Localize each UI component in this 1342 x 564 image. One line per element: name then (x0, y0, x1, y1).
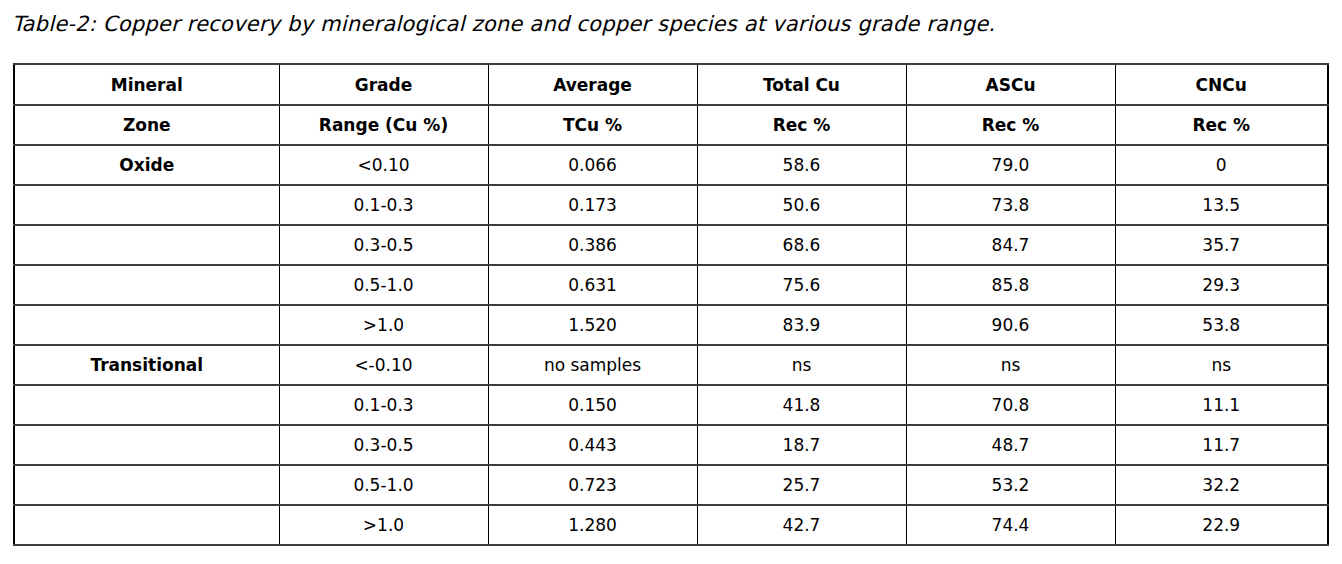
value-cell: 18.7 (697, 425, 906, 465)
value-cell: 50.6 (697, 185, 906, 225)
header-cell-average: Average (488, 64, 697, 105)
value-cell: 0.150 (488, 385, 697, 425)
value-cell: 1.520 (488, 305, 697, 345)
header-row-2: Zone Range (Cu %) TCu % Rec % Rec % Rec … (14, 105, 1328, 145)
value-cell: 68.6 (697, 225, 906, 265)
table-row: 0.3-0.50.44318.748.711.7 (14, 425, 1328, 465)
value-cell: ns (1115, 345, 1328, 385)
value-cell: 22.9 (1115, 505, 1328, 545)
value-cell: 42.7 (697, 505, 906, 545)
table-row: >1.01.52083.990.653.8 (14, 305, 1328, 345)
value-cell: 73.8 (906, 185, 1115, 225)
table-row: 0.1-0.30.15041.870.811.1 (14, 385, 1328, 425)
mineral-zone-cell (14, 305, 279, 345)
value-cell: 0 (1115, 145, 1328, 185)
value-cell: 90.6 (906, 305, 1115, 345)
value-cell: 29.3 (1115, 265, 1328, 305)
value-cell: 79.0 (906, 145, 1115, 185)
value-cell: 41.8 (697, 385, 906, 425)
table-row: 0.3-0.50.38668.684.735.7 (14, 225, 1328, 265)
value-cell: <-0.10 (279, 345, 488, 385)
value-cell: 0.3-0.5 (279, 425, 488, 465)
value-cell: 70.8 (906, 385, 1115, 425)
value-cell: ns (906, 345, 1115, 385)
value-cell: 0.1-0.3 (279, 185, 488, 225)
value-cell: 0.066 (488, 145, 697, 185)
value-cell: 84.7 (906, 225, 1115, 265)
value-cell: 0.386 (488, 225, 697, 265)
header-cell-grade: Grade (279, 64, 488, 105)
value-cell: 0.631 (488, 265, 697, 305)
page-title: Table-2: Copper recovery by mineralogica… (12, 12, 1342, 37)
table-row: Transitional<-0.10no samplesnsnsns (14, 345, 1328, 385)
value-cell: 1.280 (488, 505, 697, 545)
table-row: 0.5-1.00.72325.753.232.2 (14, 465, 1328, 505)
value-cell: 83.9 (697, 305, 906, 345)
value-cell: 53.2 (906, 465, 1115, 505)
mineral-zone-cell (14, 185, 279, 225)
table-row: 0.5-1.00.63175.685.829.3 (14, 265, 1328, 305)
value-cell: 25.7 (697, 465, 906, 505)
header-cell-ascu: ASCu (906, 64, 1115, 105)
table-body: Oxide<0.100.06658.679.000.1-0.30.17350.6… (14, 145, 1328, 545)
table-header: Mineral Grade Average Total Cu ASCu CNCu… (14, 64, 1328, 145)
value-cell: 58.6 (697, 145, 906, 185)
value-cell: 0.3-0.5 (279, 225, 488, 265)
value-cell: 11.1 (1115, 385, 1328, 425)
value-cell: 53.8 (1115, 305, 1328, 345)
copper-recovery-table: Mineral Grade Average Total Cu ASCu CNCu… (13, 63, 1329, 546)
value-cell: 0.173 (488, 185, 697, 225)
value-cell: 85.8 (906, 265, 1115, 305)
mineral-zone-cell (14, 465, 279, 505)
value-cell: 11.7 (1115, 425, 1328, 465)
table-row: >1.01.28042.774.422.9 (14, 505, 1328, 545)
mineral-zone-cell (14, 425, 279, 465)
mineral-zone-cell (14, 265, 279, 305)
header-cell-cncu: CNCu (1115, 64, 1328, 105)
value-cell: 0.1-0.3 (279, 385, 488, 425)
header-cell-tcu-pct: TCu % (488, 105, 697, 145)
value-cell: ns (697, 345, 906, 385)
table-row: Oxide<0.100.06658.679.00 (14, 145, 1328, 185)
header-cell-total-cu: Total Cu (697, 64, 906, 105)
header-cell-range: Range (Cu %) (279, 105, 488, 145)
value-cell: 75.6 (697, 265, 906, 305)
value-cell: no samples (488, 345, 697, 385)
mineral-zone-cell: Transitional (14, 345, 279, 385)
value-cell: 0.443 (488, 425, 697, 465)
value-cell: 48.7 (906, 425, 1115, 465)
mineral-zone-cell (14, 225, 279, 265)
mineral-zone-cell (14, 505, 279, 545)
mineral-zone-cell: Oxide (14, 145, 279, 185)
header-cell-mineral: Mineral (14, 64, 279, 105)
table-row: 0.1-0.30.17350.673.813.5 (14, 185, 1328, 225)
header-cell-total-rec-pct: Rec % (697, 105, 906, 145)
header-cell-ascu-rec-pct: Rec % (906, 105, 1115, 145)
mineral-zone-cell (14, 385, 279, 425)
value-cell: <0.10 (279, 145, 488, 185)
header-row-1: Mineral Grade Average Total Cu ASCu CNCu (14, 64, 1328, 105)
header-cell-cncu-rec-pct: Rec % (1115, 105, 1328, 145)
value-cell: 13.5 (1115, 185, 1328, 225)
value-cell: >1.0 (279, 505, 488, 545)
value-cell: 0.723 (488, 465, 697, 505)
value-cell: 74.4 (906, 505, 1115, 545)
value-cell: 35.7 (1115, 225, 1328, 265)
value-cell: 0.5-1.0 (279, 465, 488, 505)
value-cell: >1.0 (279, 305, 488, 345)
value-cell: 32.2 (1115, 465, 1328, 505)
value-cell: 0.5-1.0 (279, 265, 488, 305)
header-cell-zone: Zone (14, 105, 279, 145)
